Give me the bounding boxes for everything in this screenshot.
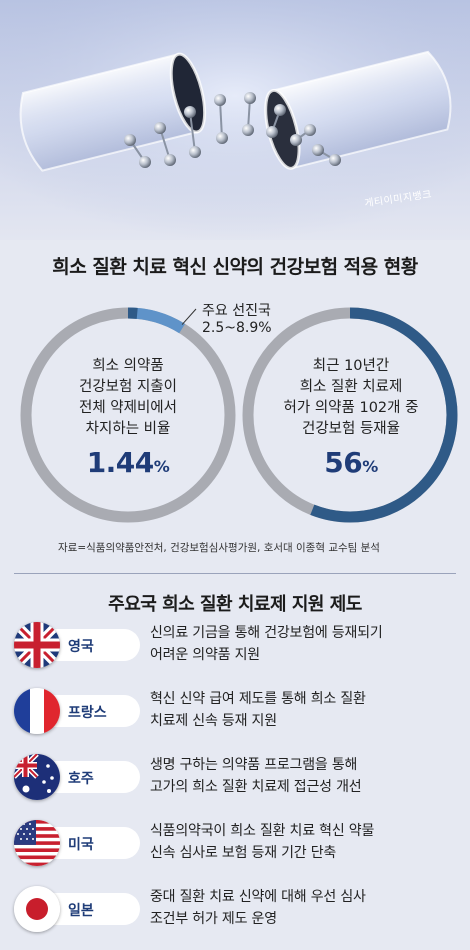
source-note: 자료=식품의약품안전처, 건강보험심사평가원, 호서대 이종혁 교수팀 분석 [58,542,380,554]
description-line: 중대 질환 치료 신약에 대해 우선 심사 [150,889,366,905]
callout-label: 주요 선진국 [202,303,271,319]
country-name: 일본 [68,903,94,919]
country-row-usa: 미국 식품의약국이 희소 질환 치료 혁신 약물 신속 심사로 보험 등재 기간… [0,820,470,880]
right-ring-unit: % [362,457,378,476]
left-ring-line: 전체 약제비에서 [79,400,177,416]
description-line: 어려운 의약품 지원 [150,647,260,663]
right-ring-line: 건강보험 등재율 [302,421,400,437]
country-name: 호주 [68,771,94,787]
country-description: 생명 구하는 의약품 프로그램을 통해 고가의 희소 질환 치료제 접근성 개선 [150,754,462,798]
usa-flag-icon [14,820,60,866]
right-ring-value-arc [242,307,458,523]
capsule-dna-illustration [0,0,470,240]
uk-flag-icon [14,622,60,668]
country-description: 혁신 신약 급여 제도를 통해 희소 질환 치료제 신속 등재 지원 [150,688,462,732]
donut-rings [20,307,458,523]
australia-flag-icon [14,754,60,800]
callout-leader-line [181,308,197,325]
right-ring-number: 56 [324,446,363,479]
section-divider [14,573,456,574]
country-row-japan: 일본 중대 질환 치료 신약에 대해 우선 심사 조건부 허가 제도 운영 [0,886,470,946]
country-name: 영국 [68,639,94,655]
description-line: 신속 심사로 보험 등재 기간 단축 [150,845,337,861]
left-ring-line: 건강보험 지출이 [79,379,177,395]
left-ring-value: 1.44% [43,446,213,479]
callout-value: 2.5~8.9% [202,320,272,336]
description-line: 조건부 허가 제도 운영 [150,911,277,927]
japan-flag-icon [14,886,60,932]
right-ring-line: 최근 10년간 [312,358,390,374]
country-name: 미국 [68,837,94,853]
description-line: 고가의 희소 질환 치료제 접근성 개선 [150,779,362,795]
country-row-australia: 호주 생명 구하는 의약품 프로그램을 통해 고가의 희소 질환 치료제 접근성… [0,754,470,814]
left-ring-unit: % [153,457,170,476]
left-ring-description: 희소 의약품 건강보험 지출이 전체 약제비에서 차지하는 비율 [43,356,213,440]
description-line: 혁신 신약 급여 제도를 통해 희소 질환 [150,691,366,707]
hero-image: 게티이미지뱅크 [0,0,470,240]
description-line: 치료제 신속 등재 지원 [150,713,277,729]
right-ring-description: 최근 10년간 희소 질환 치료제 허가 의약품 102개 중 건강보험 등재율 [271,356,431,440]
country-description: 중대 질환 치료 신약에 대해 우선 심사 조건부 허가 제도 운영 [150,886,462,930]
description-line: 생명 구하는 의약품 프로그램을 통해 [150,757,358,773]
section-title: 주요국 희소 질환 치료제 지원 제도 [108,594,362,615]
country-name: 프랑스 [68,705,107,721]
page-title: 희소 질환 치료 혁신 신약의 건강보험 적용 현황 [52,256,418,278]
country-row-france: 프랑스 혁신 신약 급여 제도를 통해 희소 질환 치료제 신속 등재 지원 [0,688,470,748]
country-description: 식품의약국이 희소 질환 치료 혁신 약물 신속 심사로 보험 등재 기간 단축 [150,820,462,864]
right-ring-value: 56% [271,446,431,479]
left-ring-number: 1.44 [86,446,155,479]
right-ring-line: 허가 의약품 102개 중 [283,400,419,416]
description-line: 식품의약국이 희소 질환 치료 혁신 약물 [150,823,375,839]
left-ring-line: 희소 의약품 [92,358,164,374]
country-row-uk: 영국 신의료 기금을 통해 건강보험에 등재되기 어려운 의약품 지원 [0,622,470,682]
description-line: 신의료 기금을 통해 건강보험에 등재되기 [150,625,383,641]
left-ring-line: 차지하는 비율 [85,421,171,437]
right-ring-line: 희소 질환 치료제 [299,379,403,395]
left-ring-value-arc [20,307,236,523]
france-flag-icon [14,688,60,734]
country-description: 신의료 기금을 통해 건강보험에 등재되기 어려운 의약품 지원 [150,622,462,666]
